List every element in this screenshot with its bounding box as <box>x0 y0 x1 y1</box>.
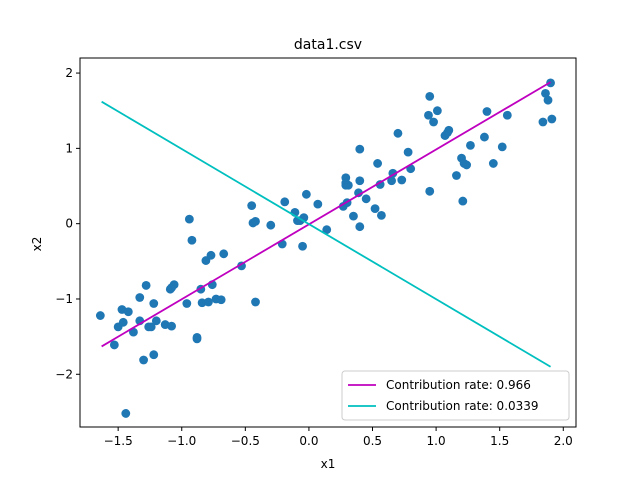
data-point <box>482 107 492 116</box>
y-tick-label: 0 <box>65 217 73 231</box>
data-point <box>458 196 468 206</box>
data-point <box>355 144 365 154</box>
data-point <box>187 235 197 245</box>
data-point <box>206 250 216 260</box>
data-point <box>425 92 435 101</box>
data-point <box>219 249 229 259</box>
data-point <box>403 147 413 157</box>
y-axis-label: x2 <box>30 237 44 252</box>
data-point <box>355 222 365 232</box>
data-point <box>462 160 472 170</box>
x-tick-label: −0.5 <box>231 434 260 448</box>
data-point <box>355 176 365 186</box>
data-point <box>393 128 403 138</box>
legend-entry-label: Contribution rate: 0.966 <box>386 378 531 392</box>
y-tick-label: −2 <box>55 367 73 381</box>
plot-area <box>95 78 557 418</box>
data-point <box>397 175 407 185</box>
series-line-2 <box>101 100 552 368</box>
x-tick-label: 0.0 <box>299 434 318 448</box>
y-tick-label: −1 <box>55 292 73 306</box>
data-point <box>149 350 159 360</box>
data-point <box>543 95 553 105</box>
data-point <box>109 340 119 350</box>
data-point <box>251 297 260 307</box>
data-point <box>547 114 557 124</box>
data-point <box>204 297 213 307</box>
series-line-1 <box>101 81 552 348</box>
legend: Contribution rate: 0.966 Contribution rat… <box>341 370 570 421</box>
data-point <box>135 293 145 302</box>
data-point <box>184 214 194 224</box>
data-point <box>118 317 128 327</box>
data-point <box>151 316 161 326</box>
data-point <box>452 171 461 180</box>
data-point <box>247 201 257 211</box>
data-point <box>373 159 382 168</box>
data-point <box>425 186 435 196</box>
x-axis-label: x1 <box>321 457 336 471</box>
data-point <box>541 88 550 98</box>
data-point <box>432 106 442 116</box>
x-tick-label: 0.5 <box>363 434 382 448</box>
data-point <box>424 110 433 120</box>
data-point <box>370 204 380 214</box>
data-point <box>377 210 386 220</box>
data-point <box>146 322 156 332</box>
data-point <box>266 220 276 230</box>
legend-entry-label: Contribution rate: 0.0339 <box>386 399 539 413</box>
data-point <box>466 140 475 150</box>
data-point <box>538 117 548 127</box>
data-point <box>361 194 371 204</box>
y-tick-label: 1 <box>65 141 73 155</box>
x-tick-label: 1.0 <box>427 434 446 448</box>
x-tick-label: 2.0 <box>554 434 573 448</box>
data-point <box>182 299 192 308</box>
data-point <box>141 281 151 290</box>
data-point <box>169 280 179 290</box>
data-point <box>298 241 307 251</box>
axes: −1.5 −1.0 −0.5 0.0 0.5 1.0 1.5 2.0 −2 −1 0 1 2 <box>55 57 577 448</box>
data-point <box>197 298 207 308</box>
data-point <box>95 311 105 320</box>
data-point <box>167 321 176 331</box>
chart-title: data1.csv <box>294 37 362 53</box>
data-point <box>149 299 159 308</box>
data-point <box>123 307 133 317</box>
data-point <box>192 332 202 342</box>
plot-frame <box>79 57 577 428</box>
data-point <box>301 189 311 199</box>
data-point <box>429 117 438 127</box>
data-point <box>251 217 260 226</box>
x-tick-label: 1.5 <box>490 434 509 448</box>
data-point <box>497 142 507 152</box>
y-tick-label: 2 <box>65 66 73 80</box>
data-point <box>349 211 358 221</box>
data-point <box>444 125 454 135</box>
data-point <box>139 355 148 365</box>
data-point <box>375 180 385 189</box>
data-point <box>216 295 226 305</box>
data-point <box>280 197 290 207</box>
data-point <box>121 409 131 418</box>
data-point <box>488 159 498 168</box>
data-point <box>480 132 489 142</box>
x-tick-label: −1.5 <box>104 434 133 448</box>
data-point <box>502 110 512 120</box>
data-point <box>313 199 323 209</box>
legend-box <box>341 370 570 421</box>
x-tick-label: −1.0 <box>167 434 196 448</box>
data-point <box>387 176 396 186</box>
data-point <box>322 225 332 235</box>
data-point <box>354 188 363 198</box>
data-point <box>343 180 353 190</box>
